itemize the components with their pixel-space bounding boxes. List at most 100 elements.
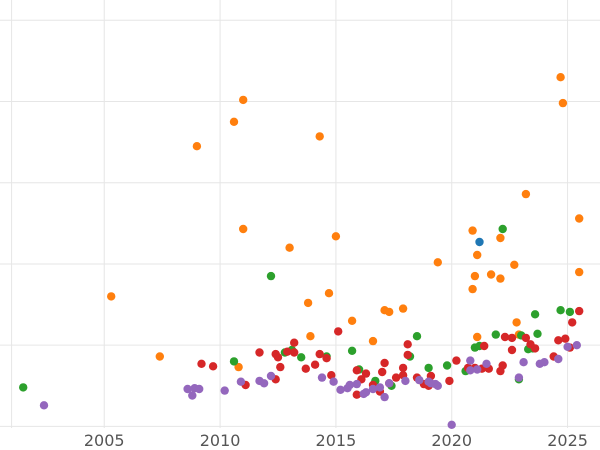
data-point (554, 354, 563, 364)
x-tick-label: 2020 (431, 431, 472, 450)
data-point (266, 371, 276, 381)
data-point (498, 361, 507, 370)
grid (0, 0, 600, 428)
data-point (208, 362, 218, 371)
data-point (220, 386, 229, 395)
data-point (229, 357, 239, 366)
data-point (575, 214, 584, 223)
data-point (239, 224, 248, 234)
data-point (297, 353, 306, 362)
data-point (234, 362, 243, 372)
data-point (361, 369, 371, 378)
data-point (442, 361, 452, 370)
data-point (310, 360, 320, 369)
data-point (424, 363, 433, 373)
data-point (433, 258, 442, 267)
data-point (565, 307, 575, 317)
data-point (276, 362, 285, 372)
data-point (391, 373, 401, 382)
data-point (568, 318, 577, 327)
data-point (475, 237, 484, 247)
data-point (324, 289, 334, 298)
data-point (491, 330, 500, 339)
data-point (266, 271, 276, 281)
data-point (315, 349, 324, 359)
data-point (521, 333, 531, 343)
data-point (445, 376, 454, 386)
data-point (496, 274, 505, 283)
data-point (229, 117, 239, 127)
data-point (514, 373, 524, 382)
x-tick-label: 2015 (316, 431, 357, 450)
data-point (336, 385, 345, 394)
data-point (498, 224, 507, 234)
data-point (322, 354, 331, 363)
data-point (368, 336, 378, 346)
data-point (380, 392, 389, 402)
data-point (468, 226, 477, 235)
data-point (301, 364, 310, 373)
data-point (433, 381, 442, 390)
data-point (385, 379, 394, 388)
data-point (507, 333, 517, 343)
data-point (375, 383, 385, 392)
data-point (480, 341, 489, 351)
data-point (473, 332, 482, 342)
data-point (530, 310, 540, 319)
x-tick-label: 2010 (200, 431, 241, 450)
data-point (385, 307, 394, 317)
data-point (188, 391, 197, 400)
data-point (486, 270, 496, 279)
data-point (572, 341, 581, 350)
data-point (403, 350, 412, 360)
data-point (107, 292, 116, 301)
data-point (556, 306, 565, 315)
data-point (398, 363, 408, 373)
x-tick-label: 2025 (547, 431, 588, 450)
data-point (540, 358, 549, 367)
data-point (558, 98, 568, 108)
data-point (315, 132, 324, 141)
data-point (155, 352, 164, 361)
data-point (197, 359, 206, 368)
data-point (507, 345, 517, 355)
data-point (401, 376, 410, 386)
data-point (192, 142, 202, 151)
data-point (473, 365, 482, 374)
x-tick-label: 2005 (84, 431, 125, 450)
data-point (575, 267, 584, 277)
data-point (317, 373, 327, 382)
data-point (447, 420, 456, 429)
data-point (561, 334, 570, 343)
data-point (470, 271, 480, 281)
data-point (466, 356, 475, 365)
data-point (412, 332, 422, 341)
data-point (352, 379, 361, 389)
data-point (361, 388, 371, 397)
data-point (334, 327, 343, 336)
data-points (19, 73, 584, 429)
data-point (563, 342, 572, 351)
data-point (283, 347, 292, 356)
data-point (530, 344, 540, 353)
data-point (398, 304, 408, 313)
data-point (415, 375, 424, 385)
data-point (306, 332, 315, 341)
data-point (519, 358, 528, 367)
data-point (482, 359, 491, 368)
data-point (290, 348, 299, 357)
data-point (331, 232, 341, 241)
data-point (183, 384, 192, 394)
data-point (380, 358, 389, 368)
data-point (345, 380, 354, 390)
data-point (556, 73, 565, 82)
data-point (510, 260, 519, 269)
data-point (19, 383, 28, 392)
data-point (327, 371, 336, 380)
data-point (378, 367, 387, 377)
data-point (496, 233, 505, 243)
data-point (236, 377, 246, 386)
data-point (521, 189, 531, 199)
data-point (255, 348, 264, 357)
